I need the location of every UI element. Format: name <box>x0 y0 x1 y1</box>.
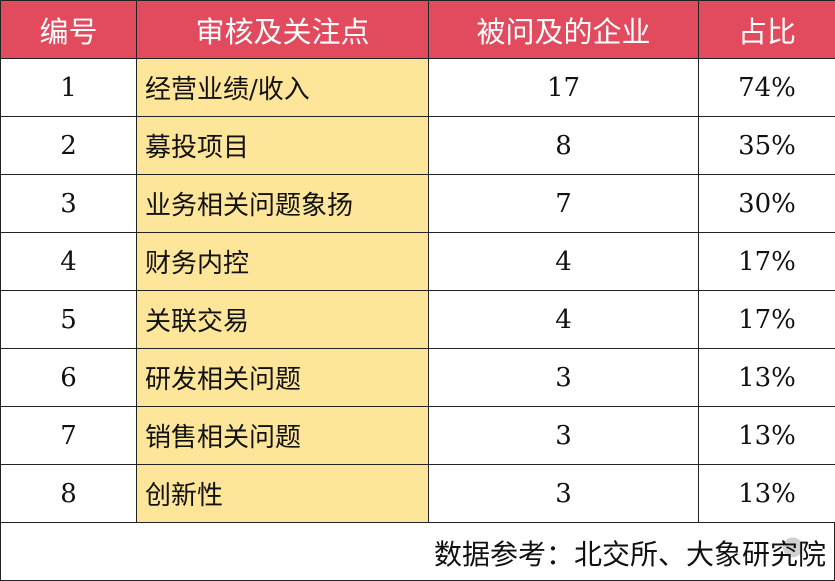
row-focus-point: 业务相关问题象扬 <box>136 174 429 233</box>
table-row: 5 关联交易 4 17% <box>0 290 835 349</box>
row-company-count: 4 <box>428 232 699 291</box>
row-company-count: 7 <box>428 174 699 233</box>
header-focus-point: 审核及关注点 <box>136 0 429 59</box>
row-number: 5 <box>0 290 137 349</box>
row-ratio: 17% <box>698 290 835 349</box>
row-focus-point: 财务内控 <box>136 232 429 291</box>
audit-focus-table: 编号 审核及关注点 被问及的企业 占比 1 经营业绩/收入 17 74% 2 募投项目 8 3… <box>0 0 835 523</box>
row-number: 3 <box>0 174 137 233</box>
row-ratio: 13% <box>698 406 835 465</box>
table-row: 3 业务相关问题象扬 7 30% <box>0 174 835 233</box>
row-company-count: 4 <box>428 290 699 349</box>
watermark: ● <box>781 531 804 561</box>
row-focus-point: 经营业绩/收入 <box>136 58 429 117</box>
row-company-count: 3 <box>428 348 699 407</box>
row-focus-point: 募投项目 <box>136 116 429 175</box>
row-focus-point: 创新性 <box>136 464 429 523</box>
row-ratio: 30% <box>698 174 835 233</box>
table-row: 7 销售相关问题 3 13% <box>0 406 835 465</box>
header-company-count: 被问及的企业 <box>428 0 699 59</box>
header-ratio: 占比 <box>698 0 835 59</box>
row-ratio: 74% <box>698 58 835 117</box>
row-ratio: 17% <box>698 232 835 291</box>
row-ratio: 35% <box>698 116 835 175</box>
table-row: 8 创新性 3 13% <box>0 464 835 523</box>
header-number: 编号 <box>0 0 137 59</box>
row-focus-point: 关联交易 <box>136 290 429 349</box>
row-company-count: 17 <box>428 58 699 117</box>
source-note: 数据参考：北交所、大象研究院 <box>433 538 826 571</box>
row-company-count: 3 <box>428 464 699 523</box>
row-company-count: 3 <box>428 406 699 465</box>
row-focus-point: 销售相关问题 <box>136 406 429 465</box>
row-number: 1 <box>0 58 137 117</box>
row-number: 6 <box>0 348 137 407</box>
row-company-count: 8 <box>428 116 699 175</box>
footer: ● 数据参考：北交所、大象研究院 <box>0 523 835 581</box>
table-row: 1 经营业绩/收入 17 74% <box>0 58 835 117</box>
row-number: 8 <box>0 464 137 523</box>
table-row: 4 财务内控 4 17% <box>0 232 835 291</box>
header-row: 编号 审核及关注点 被问及的企业 占比 <box>0 0 835 59</box>
row-number: 4 <box>0 232 137 291</box>
row-ratio: 13% <box>698 348 835 407</box>
row-number: 2 <box>0 116 137 175</box>
row-focus-point: 研发相关问题 <box>136 348 429 407</box>
table-row: 6 研发相关问题 3 13% <box>0 348 835 407</box>
row-number: 7 <box>0 406 137 465</box>
row-ratio: 13% <box>698 464 835 523</box>
table-row: 2 募投项目 8 35% <box>0 116 835 175</box>
